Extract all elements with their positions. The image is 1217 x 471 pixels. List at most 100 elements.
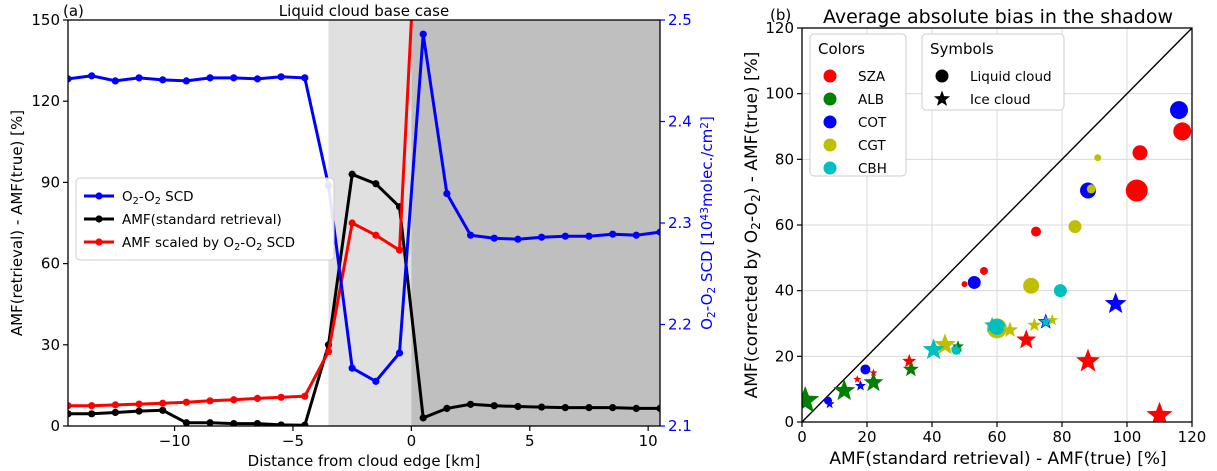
point-ice-cgt [1002, 321, 1018, 337]
panel-a-legend: O2-O2 SCD AMF(standard retrieval) AMF scal… [75, 177, 335, 261]
y-tick-label: 40 [775, 282, 794, 300]
legend-color-swatch [823, 92, 837, 106]
legend-label: AMF scaled by O2-O2 SCD [122, 235, 295, 253]
x-tick-label: 40 [922, 428, 941, 446]
y-tick-label: 30 [41, 336, 60, 354]
series-2-point [68, 402, 72, 410]
y-tick-label: 150 [31, 11, 60, 29]
scatter-points [802, 101, 1192, 422]
series-1-point [585, 403, 593, 412]
point-liquid-sza [980, 266, 988, 275]
series-1-point [277, 421, 285, 426]
point-ice-cot [824, 398, 835, 409]
y2-tick-label: 2.5 [668, 11, 692, 29]
series-line-2 [68, 20, 413, 408]
legend-color-label: SZA [858, 69, 886, 85]
series-1-point [88, 410, 96, 418]
point-ice-sza [1016, 329, 1037, 349]
point-ice-cot [1104, 292, 1127, 314]
series-2-point [395, 246, 404, 254]
panel-b-title: Average absolute bias in the shadow [823, 6, 1173, 28]
series-0-point [135, 74, 143, 82]
series-0-point [466, 231, 475, 239]
panel-a-xlabel: Distance from cloud edge [km] [248, 452, 481, 470]
series-1-point [490, 402, 498, 410]
panel-a-title: Liquid cloud base case [279, 2, 449, 20]
series-1-point [514, 402, 522, 411]
series-0-point [395, 349, 404, 357]
point-liquid-sza [1031, 226, 1041, 237]
series-2 [68, 20, 413, 410]
series-2-point [253, 394, 262, 402]
point-ice-sza [1076, 348, 1100, 372]
y-tick-label: 0 [50, 417, 60, 435]
point-liquid-cgt [1068, 220, 1082, 234]
series-1-point [230, 419, 238, 426]
panel-a-ylabel: AMF(retrieval) - AMF(true) [%] [8, 110, 26, 336]
series-1-point [159, 406, 167, 414]
series-1-point [538, 403, 546, 411]
y2-tick-label: 2.1 [668, 417, 692, 435]
series-0-point [538, 233, 546, 241]
point-ice-cot [855, 380, 866, 391]
y-tick-label: 0 [784, 413, 794, 431]
legend-box [75, 177, 335, 261]
legend-marker [95, 215, 103, 223]
y2-tick-label: 2.2 [668, 316, 692, 334]
point-ice-cbh [1039, 315, 1052, 327]
y-tick-label: 100 [765, 85, 794, 103]
y-tick-label: 60 [775, 216, 794, 234]
point-liquid-cgt [1086, 184, 1096, 194]
series-0-point [230, 74, 238, 82]
series-0-point [277, 73, 285, 81]
series-0-point [514, 235, 522, 243]
point-liquid-cot [860, 364, 871, 375]
series-0 [68, 30, 660, 385]
series-0-point [88, 72, 96, 80]
series-2-point [206, 397, 214, 405]
panel-a-right-ylabel: O2-O2 SCD [1043molec./cm2] [698, 116, 718, 330]
legend-marker [95, 238, 103, 246]
legend-symbol-star [933, 90, 951, 106]
series-1-point [135, 407, 143, 415]
x-tick-label: 120 [1178, 428, 1207, 446]
series-1-point [348, 170, 356, 178]
x-tick-label: 0 [797, 428, 807, 446]
legend-color-label: ALB [858, 92, 884, 108]
x-tick-label: 100 [1113, 428, 1142, 446]
x-tick-label: 20 [857, 428, 876, 446]
series-1-point [632, 404, 640, 413]
shadow-region-0 [328, 20, 412, 426]
series-2-point [372, 231, 380, 239]
series-1-point [68, 410, 72, 418]
point-liquid-sza [1132, 145, 1148, 161]
series-1-point [182, 419, 190, 426]
y-tick-label: 20 [775, 347, 794, 365]
x-tick-label: 60 [987, 428, 1006, 446]
series-2-point [324, 347, 333, 356]
point-ice-alb [802, 385, 820, 413]
panel-b-scatter-chart: 0 20 40 60 80 100 120 0 20 40 60 80 100 120 (b) Avera… [742, 6, 1206, 469]
series-0-point [68, 75, 72, 83]
x-tick-label: −10 [159, 432, 191, 450]
series-0-point [419, 30, 427, 38]
series-1-point [111, 408, 119, 417]
series-0-point [443, 189, 451, 198]
y-tick-label: 90 [41, 173, 60, 191]
legend-color-label: COT [858, 115, 887, 131]
y2-tick-label: 2.3 [668, 214, 692, 232]
point-liquid-cgt [1094, 154, 1102, 162]
legend-label: O2-O2 SCD [122, 189, 194, 207]
legend-label: AMF(standard retrieval) [122, 212, 282, 228]
point-ice-cgt [1046, 313, 1059, 326]
point-liquid-cot [967, 275, 981, 289]
series-1-point [301, 421, 309, 426]
series-line-1 [68, 172, 660, 426]
point-liquid-cgt [1023, 277, 1040, 294]
legend-colors: Colors SZA ALB COT CGT CBH [809, 33, 907, 177]
legend-color-label: CBH [858, 161, 887, 177]
panel-b-xlabel: AMF(standard retrieval) - AMF(true) [%] [829, 449, 1166, 469]
series-2-point [348, 219, 356, 227]
legend-symbol-label: Liquid cloud [970, 69, 1052, 85]
